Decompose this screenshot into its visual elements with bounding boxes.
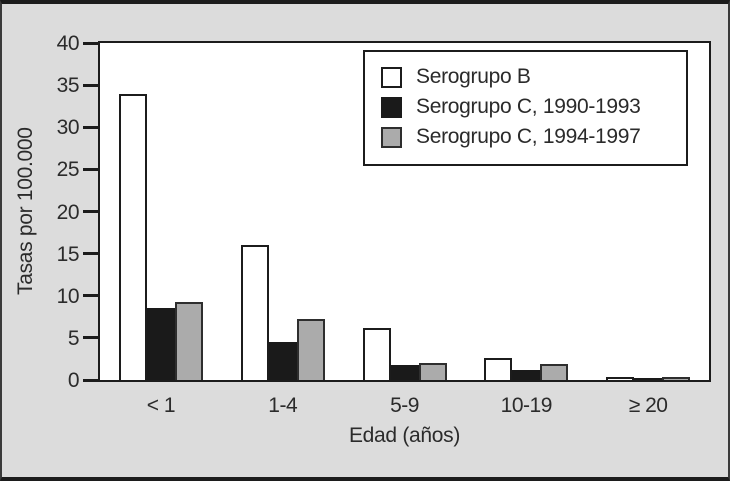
y-tick-mark (83, 210, 98, 213)
y-tick-label: 25 (56, 158, 80, 182)
legend-label: Serogrupo C, 1994-1997 (416, 125, 641, 148)
legend: Serogrupo B Serogrupo C, 1990-1993 Serog… (363, 50, 688, 166)
y-tick-mark (83, 294, 98, 298)
y-tick-label: 30 (56, 116, 80, 140)
x-category-label: < 1 (146, 394, 176, 417)
y-tick-label: 20 (56, 200, 80, 224)
bar (118, 93, 147, 380)
y-tick-mark (83, 167, 98, 171)
bar (174, 301, 203, 380)
bar (240, 245, 269, 380)
legend-label: Serogrupo C, 1990-1993 (416, 95, 641, 118)
bar (540, 364, 569, 380)
legend-label: Serogrupo B (416, 65, 531, 88)
legend-item: Serogrupo C, 1990-1993 (381, 92, 686, 122)
bar (390, 364, 419, 380)
bar (268, 342, 297, 380)
x-category-label: 1-4 (268, 394, 298, 417)
bar (512, 369, 541, 380)
x-category-label: ≥ 20 (628, 394, 668, 417)
x-category-label: 10-19 (500, 394, 553, 417)
y-tick-mark (83, 41, 98, 45)
y-tick-mark (83, 252, 98, 256)
bar (634, 378, 663, 380)
legend-item: Serogrupo C, 1994-1997 (381, 122, 686, 152)
y-tick-mark (83, 378, 98, 382)
bar (146, 308, 175, 380)
y-tick-label: 0 (67, 369, 80, 392)
y-tick-label: 10 (56, 284, 80, 308)
legend-swatch-serogrupo-c-1990-1993 (381, 96, 402, 118)
y-tick-label: 35 (56, 74, 80, 98)
bar (662, 377, 691, 380)
y-tick-mark (83, 336, 98, 340)
y-tick-label: 15 (56, 242, 80, 266)
legend-swatch-serogrupo-c-1994-1997 (381, 126, 402, 148)
bar (362, 327, 391, 380)
bar (606, 376, 635, 380)
bar (484, 358, 513, 380)
y-tick-mark (83, 83, 98, 87)
legend-swatch-serogrupo-b (381, 66, 402, 88)
bar (418, 363, 447, 380)
legend-item: Serogrupo B (381, 62, 686, 92)
x-category-label: 5-9 (390, 394, 419, 417)
y-tick-label: 5 (67, 326, 80, 350)
y-tick-mark (83, 125, 98, 129)
x-axis-title: Edad (años) (348, 424, 461, 447)
y-tick-label: 40 (56, 32, 80, 55)
bar (296, 319, 325, 380)
